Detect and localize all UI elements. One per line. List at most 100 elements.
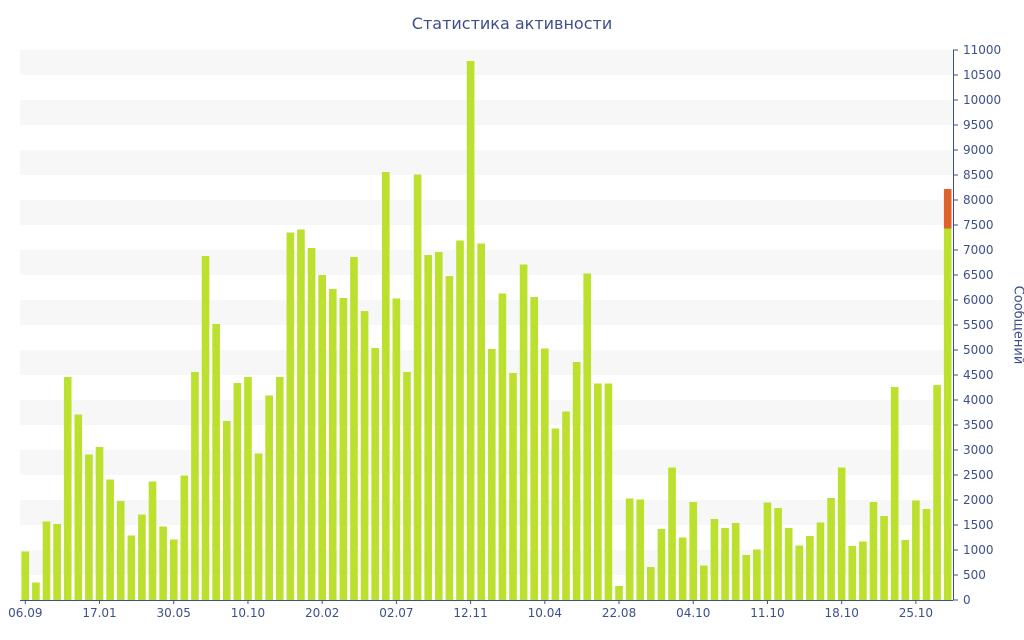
x-tick-label: 10.10 — [231, 606, 265, 620]
bar — [541, 348, 549, 600]
bar — [922, 509, 931, 600]
y-tick-label: 3000 — [963, 443, 994, 457]
x-tick-label: 20.02 — [305, 606, 339, 620]
grid-band — [20, 450, 953, 475]
bar — [848, 546, 857, 600]
bar — [498, 293, 507, 600]
bar — [901, 540, 910, 600]
bar — [551, 428, 560, 600]
y-tick-label: 0 — [963, 593, 971, 607]
y-tick-label: 10000 — [963, 93, 1001, 107]
grid-band — [20, 100, 953, 125]
bar — [413, 174, 422, 600]
bar — [403, 372, 411, 600]
bar — [519, 264, 528, 600]
grid-band — [20, 300, 953, 325]
bar — [434, 252, 443, 600]
bar — [318, 275, 326, 600]
bar — [721, 528, 729, 600]
bar — [42, 521, 51, 600]
bar — [307, 248, 316, 600]
y-tick-label: 4000 — [963, 393, 994, 407]
bar — [138, 514, 146, 600]
bar — [647, 567, 655, 600]
x-tick-label: 04.10 — [676, 606, 710, 620]
bar — [806, 536, 814, 600]
x-tick-label: 18.10 — [824, 606, 858, 620]
bar — [180, 475, 189, 600]
grid-band — [20, 250, 953, 275]
bar — [795, 545, 804, 600]
bar — [859, 541, 867, 600]
x-tick-label: 10.04 — [528, 606, 562, 620]
y-tick-label: 2500 — [963, 468, 994, 482]
bar — [742, 555, 751, 600]
bar — [615, 586, 623, 600]
bar — [21, 551, 30, 600]
bar — [710, 519, 719, 600]
bar — [159, 526, 167, 600]
bar — [127, 535, 136, 600]
grid-band — [20, 400, 953, 425]
bar — [265, 395, 273, 600]
y-tick-label: 7500 — [963, 218, 994, 232]
bar — [487, 349, 496, 600]
chart-title: Статистика активности — [411, 14, 613, 33]
y-tick-label: 1500 — [963, 518, 994, 532]
bar — [95, 447, 104, 600]
x-tick-label: 30.05 — [157, 606, 191, 620]
bar — [74, 414, 83, 600]
y-tick-label: 8000 — [963, 193, 994, 207]
bar — [827, 498, 835, 600]
bar — [63, 377, 72, 600]
bar — [562, 411, 570, 600]
bar — [212, 324, 220, 600]
bar — [297, 229, 305, 600]
y-tick-label: 3500 — [963, 418, 994, 432]
bar — [731, 523, 740, 600]
bar — [753, 549, 761, 600]
bar — [328, 289, 337, 600]
y-tick-label: 5000 — [963, 343, 994, 357]
bar — [275, 377, 284, 600]
bar — [222, 421, 231, 600]
x-tick-label: 11.10 — [750, 606, 784, 620]
bar — [254, 453, 263, 600]
bar — [700, 565, 708, 600]
bar-highlight — [943, 189, 952, 229]
bar — [583, 273, 592, 600]
y-tick-label: 500 — [963, 568, 986, 582]
bar — [689, 502, 698, 600]
bar — [53, 524, 61, 600]
bar — [912, 500, 920, 600]
x-tick-label: 22.08 — [602, 606, 636, 620]
bar — [148, 481, 157, 600]
bar — [106, 479, 114, 600]
y-tick-label: 4500 — [963, 368, 994, 382]
y-tick-label: 1000 — [963, 543, 994, 557]
bar — [668, 467, 676, 600]
bar — [933, 385, 941, 600]
y-tick-label: 6000 — [963, 293, 994, 307]
y-tick-label: 8500 — [963, 168, 994, 182]
bar — [32, 582, 40, 600]
bar — [636, 499, 645, 600]
bar — [116, 501, 125, 600]
bar — [784, 528, 793, 600]
y-axis-label: Сообщений — [1010, 285, 1024, 365]
x-tick-label: 06.09 — [8, 606, 42, 620]
bar — [869, 502, 878, 600]
bar — [530, 297, 539, 600]
x-tick-label: 02.07 — [379, 606, 413, 620]
bar — [604, 383, 613, 600]
bar — [774, 508, 782, 600]
bar — [943, 228, 952, 600]
bar — [85, 454, 93, 600]
x-tick-label: 17.01 — [82, 606, 116, 620]
bar — [424, 255, 432, 600]
bar — [392, 298, 401, 600]
bar — [286, 232, 295, 600]
bar — [169, 539, 178, 600]
bar — [594, 383, 602, 600]
